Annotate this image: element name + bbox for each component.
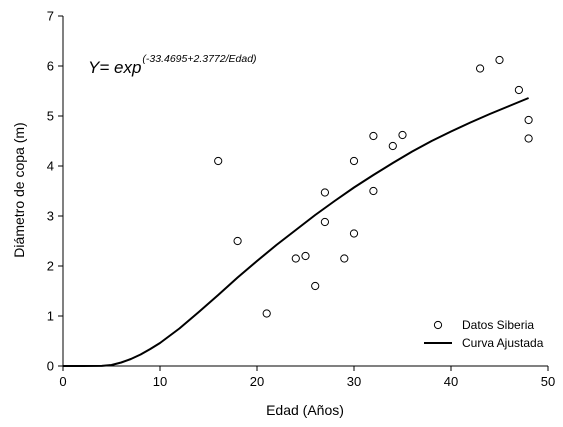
x-tick-label: 10 (153, 374, 167, 389)
data-point (388, 141, 397, 151)
data-point (514, 85, 524, 95)
y-tick-label: 7 (47, 9, 54, 24)
data-point (311, 281, 320, 291)
data-point (320, 188, 329, 197)
legend-label-datos-siberia: Datos Siberia (462, 318, 534, 332)
legend-marker-datos-siberia (433, 320, 443, 330)
data-point (398, 130, 407, 140)
data-point (301, 251, 310, 261)
y-axis-title: Diámetro de copa (m) (11, 122, 27, 257)
y-tick-label: 2 (47, 259, 54, 274)
x-tick-label: 30 (347, 374, 361, 389)
y-tick-label: 0 (47, 359, 54, 374)
x-tick-label: 50 (541, 374, 555, 389)
legend-label-curva-ajustada: Curva Ajustada (462, 336, 544, 350)
data-point (349, 229, 359, 238)
data-point (524, 134, 533, 143)
data-point (369, 186, 378, 196)
y-tick-label: 3 (47, 209, 54, 224)
data-point (476, 64, 485, 73)
data-point (340, 254, 349, 263)
y-tick-label: 4 (47, 159, 54, 174)
data-point (291, 254, 300, 263)
x-tick-label: 40 (444, 374, 458, 389)
y-tick-label: 6 (47, 59, 54, 74)
equation-annotation: Y= exp (-33.4695+2.3772/Edad) (88, 53, 257, 77)
data-point (349, 156, 359, 166)
equation-base: Y= exp (88, 58, 141, 77)
legend: Datos Siberia Curva Ajustada (424, 318, 544, 350)
plot-area (63, 55, 533, 367)
data-point (214, 156, 223, 166)
fitted-curve (63, 97, 529, 367)
axes: 0 10 20 30 40 50 0 1 2 3 4 5 6 7 (47, 9, 555, 390)
data-point (233, 236, 242, 246)
x-tick-label: 20 (250, 374, 264, 389)
data-point (495, 55, 504, 65)
equation-exponent: (-33.4695+2.3772/Edad) (142, 53, 256, 65)
data-point (262, 309, 271, 318)
data-point (320, 217, 329, 227)
y-tick-label: 1 (47, 309, 54, 324)
x-tick-label: 0 (59, 374, 66, 389)
x-axis-title: Edad (Años) (266, 402, 344, 418)
y-tick-label: 5 (47, 109, 54, 124)
data-point (524, 115, 533, 125)
data-point (369, 131, 378, 141)
